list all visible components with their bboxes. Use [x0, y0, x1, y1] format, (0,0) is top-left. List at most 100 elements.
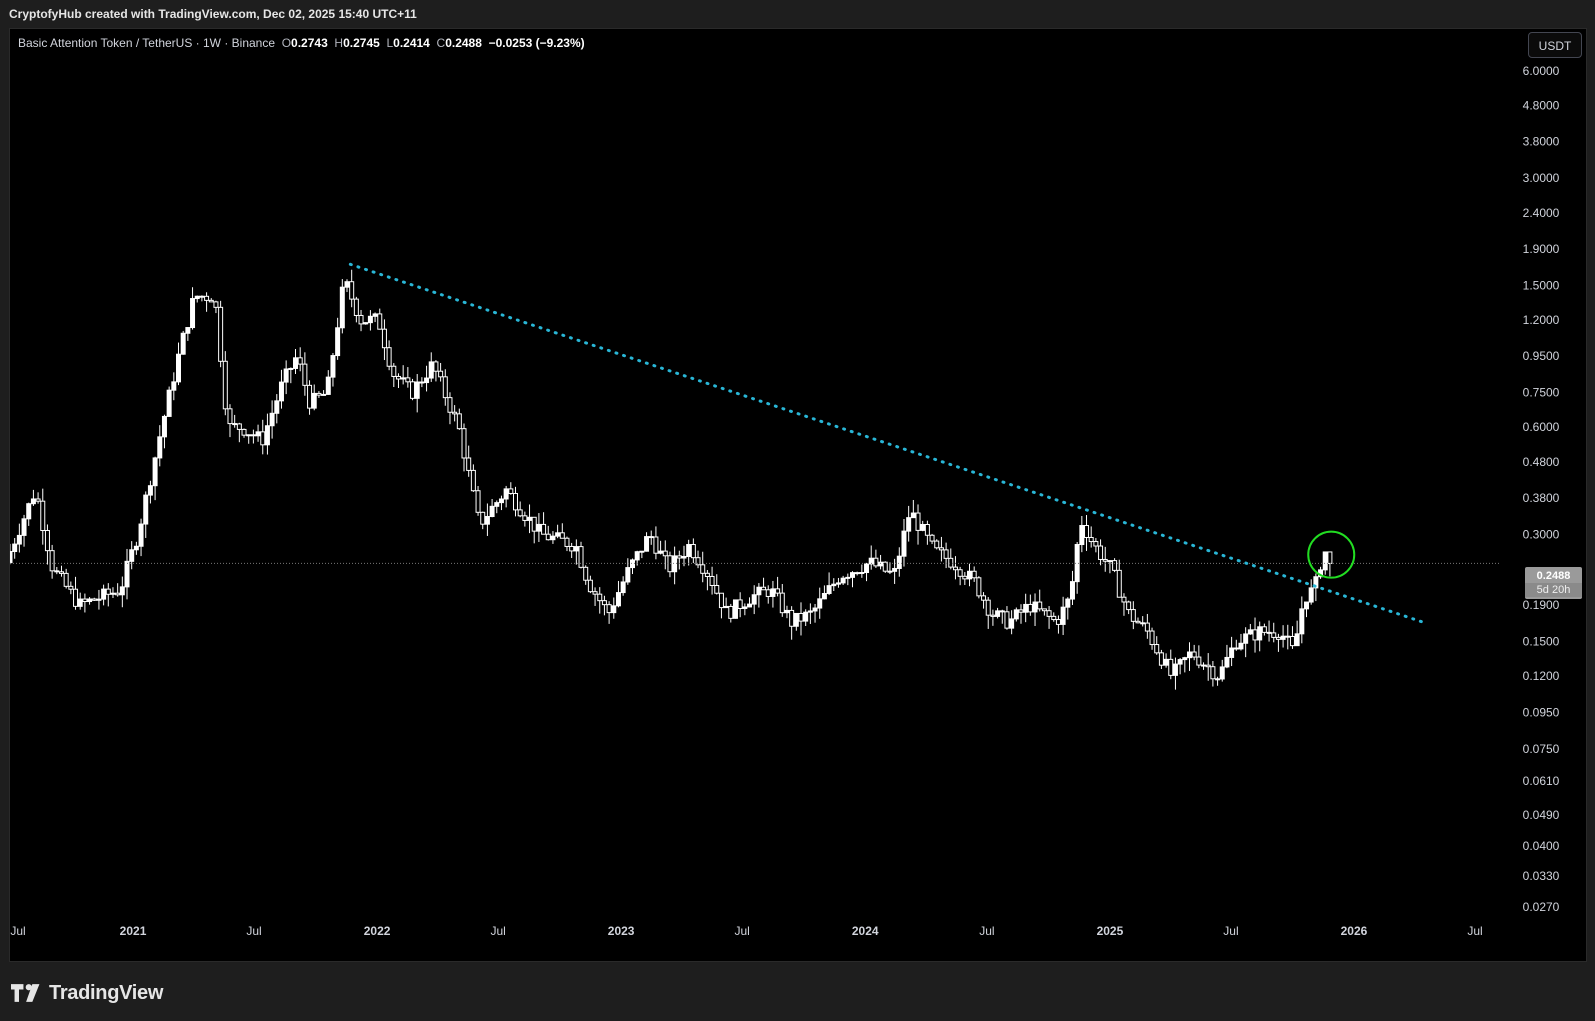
candle-body	[391, 365, 397, 377]
footer-bar: TradingView	[0, 962, 1595, 1021]
tradingview-logo[interactable]: TradingView	[11, 980, 163, 1006]
candle-body	[864, 563, 870, 574]
candle-body	[728, 605, 734, 619]
candle-body	[204, 295, 210, 301]
candle-body	[1130, 609, 1136, 622]
candle-body	[143, 494, 149, 525]
candle-body	[915, 512, 921, 531]
candle-body	[957, 569, 963, 577]
candle-body	[732, 599, 738, 619]
candle-body	[1210, 666, 1216, 680]
candle-body	[938, 547, 944, 551]
candle-body	[929, 534, 935, 542]
candle-body	[1308, 587, 1314, 603]
x-tick-label: 2023	[608, 924, 635, 938]
candle-body	[232, 423, 238, 426]
candle-body	[1069, 581, 1075, 600]
bar-countdown: 5d 20h	[1525, 583, 1582, 597]
candle-body	[1084, 525, 1090, 538]
candle-body	[592, 591, 598, 595]
candle-body	[442, 376, 448, 399]
candle-body	[840, 577, 846, 584]
candle-body	[344, 281, 350, 288]
candle-body	[1201, 664, 1207, 667]
candle-body	[87, 598, 93, 603]
candle-body	[480, 511, 486, 525]
candle-body	[1051, 615, 1057, 621]
candle-body	[1037, 601, 1043, 610]
candle-body	[1224, 656, 1230, 668]
y-tick-label: 1.9000	[1523, 242, 1560, 256]
candle-body	[44, 530, 50, 552]
y-tick-label: 0.0750	[1523, 742, 1560, 756]
candle-body	[475, 490, 481, 513]
candle-body	[353, 298, 359, 316]
candle-body	[892, 567, 898, 572]
candle-body	[765, 589, 771, 597]
chart-area[interactable]: 6.0000 4.8000 3.8000 3.0000 2.4000 1.9000 1.50…	[9, 28, 1587, 962]
candle-body	[878, 561, 884, 567]
candle-body	[325, 376, 331, 395]
y-axis[interactable]: 6.0000 4.8000 3.8000 3.0000 2.4000 1.9000 1.50…	[1523, 64, 1560, 914]
x-tick-label: 2024	[852, 924, 879, 938]
candle-body	[910, 512, 916, 519]
candle-body	[690, 544, 696, 559]
candle-body	[1243, 633, 1249, 644]
candle-body	[410, 381, 416, 399]
candle-body	[1009, 618, 1015, 629]
candle-body	[1149, 630, 1155, 646]
candle-body	[1140, 622, 1146, 625]
candle-body	[859, 572, 865, 575]
price-chart[interactable]: 6.0000 4.8000 3.8000 3.0000 2.4000 1.9000 1.50…	[10, 29, 1586, 961]
candle-body	[695, 557, 701, 566]
candle-body	[26, 503, 32, 520]
candle-body	[1116, 569, 1122, 598]
y-tick-label: 0.1200	[1523, 669, 1560, 683]
x-tick-label: Jul	[10, 924, 25, 938]
candle-body	[704, 572, 710, 577]
candle-body	[611, 605, 617, 614]
candle-body	[1271, 632, 1277, 638]
candle-body	[190, 298, 196, 329]
descending-trendline[interactable]	[348, 262, 1426, 624]
high-label: H	[334, 36, 344, 50]
annotation-layer	[1307, 530, 1356, 579]
candle-body	[54, 570, 60, 573]
candle-body	[1280, 635, 1286, 640]
candle-body	[1313, 576, 1319, 589]
candle-body	[1107, 560, 1113, 563]
candle-body	[161, 415, 167, 438]
candle-body	[349, 281, 355, 300]
candle-body	[1229, 647, 1235, 658]
candle-body	[1163, 658, 1169, 666]
candle-body	[395, 375, 401, 380]
y-tick-label: 3.0000	[1523, 171, 1560, 185]
candle-body	[288, 367, 294, 370]
currency-button[interactable]: USDT	[1528, 32, 1582, 58]
symbol-name[interactable]: Basic Attention Token / TetherUS · 1W · …	[18, 36, 276, 50]
x-tick-label: Jul	[979, 924, 994, 938]
candle-body	[934, 540, 940, 549]
low-label: L	[386, 36, 394, 50]
current-price-tag: 0.2488 5d 20h	[1525, 567, 1582, 599]
candle-body	[1304, 601, 1310, 610]
breakout-highlight-circle[interactable]	[1307, 530, 1356, 579]
candle-body	[433, 361, 439, 372]
y-tick-label: 0.0270	[1523, 900, 1560, 914]
candle-body	[962, 575, 968, 580]
candle-body	[255, 431, 261, 437]
trendline-layer	[348, 262, 1426, 624]
candle-body	[1186, 651, 1192, 659]
candle-body	[1088, 536, 1094, 543]
candle-body	[227, 408, 233, 425]
candle-body	[269, 412, 275, 427]
candle-body	[718, 592, 724, 609]
candle-body	[952, 566, 958, 571]
candle-body	[924, 524, 930, 536]
candle-body	[466, 457, 472, 471]
candle-body	[798, 612, 804, 622]
candle-body	[1144, 622, 1150, 632]
x-axis[interactable]: Jul 2021 Jul 2022 Jul 2023 Jul 2024 Jul 2025 Jul 20…	[10, 924, 1482, 938]
candle-body	[882, 561, 888, 572]
candle-body	[1285, 635, 1291, 638]
